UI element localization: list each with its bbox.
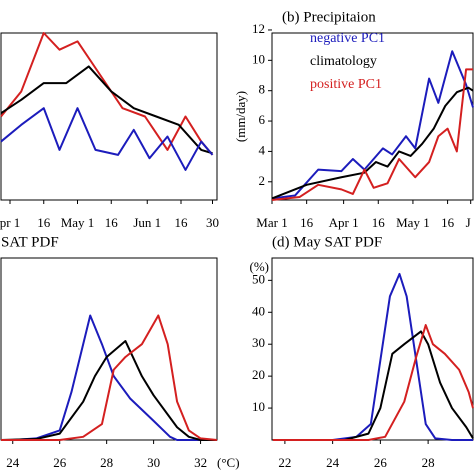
x-tick-label: J — [466, 215, 471, 230]
x-tick-label: 32 — [194, 455, 207, 470]
x-tick-label: 22 — [278, 455, 291, 470]
x-tick-label: May 1 — [61, 215, 95, 230]
series-line — [0, 65, 213, 155]
y-tick-label: 4 — [259, 142, 266, 157]
series-line — [0, 340, 217, 441]
legend-entry: positive PC1 — [310, 77, 382, 92]
series-line — [1, 314, 217, 441]
y-tick-label: 8 — [259, 82, 266, 97]
x-tick-label: 24 — [6, 455, 20, 470]
x-tick-label: 30 — [206, 215, 219, 230]
x-tick-label: 16 — [105, 215, 119, 230]
series-line — [271, 68, 473, 201]
y-tick-label: 2 — [259, 173, 266, 188]
y-axis-label: (%) — [250, 259, 270, 274]
series-line — [1, 314, 218, 441]
y-tick-label: 6 — [259, 112, 266, 127]
panel-title: (d) May SAT PDF — [272, 234, 382, 250]
x-axis-label: (°C) — [217, 455, 240, 470]
panel-title: (b) Precipitaion — [282, 9, 376, 25]
series-line — [0, 32, 214, 156]
x-tick-label: 16 — [441, 215, 455, 230]
series-line — [0, 107, 214, 171]
x-tick-label: May 1 — [396, 215, 430, 230]
x-tick-label: 28 — [100, 455, 113, 470]
x-tick-label: 26 — [53, 455, 67, 470]
panel-title: SAT PDF — [1, 234, 59, 250]
x-tick-label: 30 — [147, 455, 160, 470]
legend-entry: climatology — [310, 54, 377, 69]
legend-entry: negative PC1 — [310, 31, 385, 46]
plot-frame — [0, 257, 218, 441]
y-tick-label: 10 — [252, 399, 265, 414]
x-tick-label: pr 1 — [0, 215, 20, 230]
series-line — [272, 272, 473, 441]
x-tick-label: 16 — [372, 215, 386, 230]
x-tick-label: Apr 1 — [329, 215, 359, 230]
y-tick-label: 40 — [252, 303, 265, 318]
y-tick-label: 12 — [252, 21, 265, 36]
x-tick-label: Mar 1 — [256, 215, 287, 230]
y-axis-label: (mm/day) — [233, 91, 248, 142]
series-line — [271, 86, 474, 200]
x-tick-label: 16 — [300, 215, 314, 230]
series-line — [271, 50, 474, 200]
x-tick-label: 16 — [175, 215, 189, 230]
y-tick-label: 30 — [252, 335, 265, 350]
x-tick-label: Jun 1 — [133, 215, 161, 230]
series-line — [272, 324, 474, 441]
x-tick-label: 26 — [374, 455, 388, 470]
series-line — [272, 330, 474, 441]
x-tick-label: 16 — [37, 215, 51, 230]
y-tick-label: 20 — [252, 367, 265, 382]
x-tick-label: 24 — [326, 455, 340, 470]
y-tick-label: 50 — [252, 271, 265, 286]
plot-frame — [271, 32, 474, 201]
y-tick-label: 10 — [252, 51, 265, 66]
x-tick-label: 28 — [422, 455, 435, 470]
